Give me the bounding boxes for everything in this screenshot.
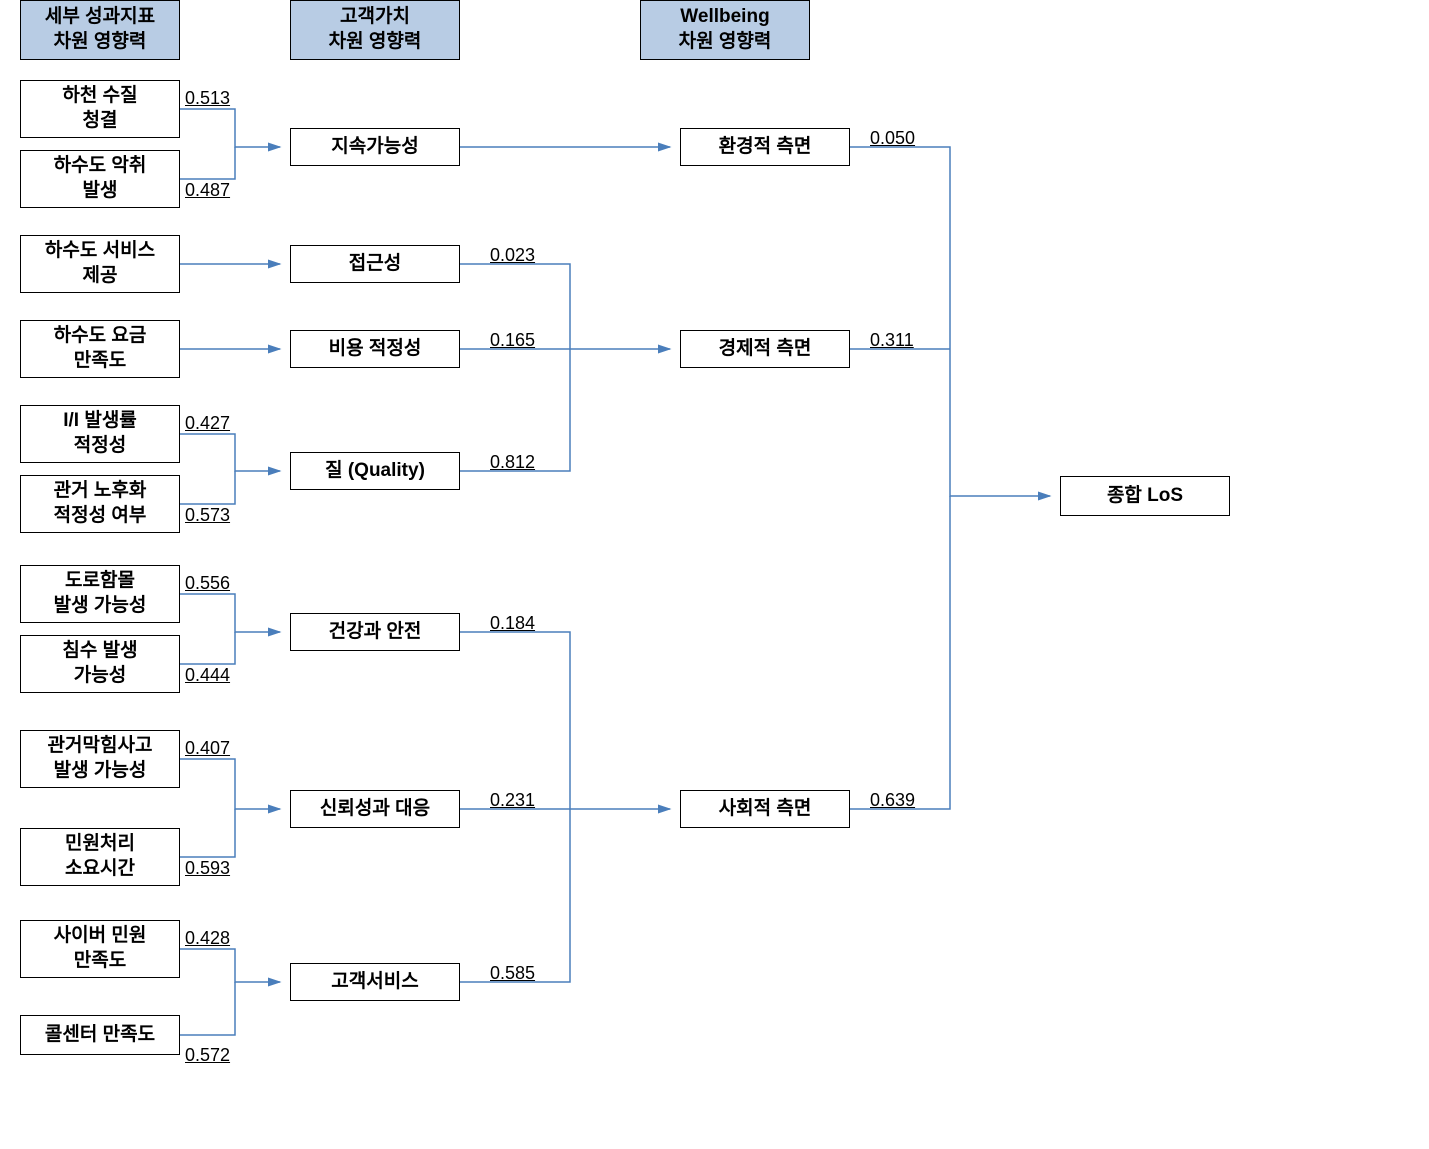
node-quality: 질 (Quality) xyxy=(290,452,460,490)
weight-n2: 0.487 xyxy=(185,180,230,201)
node-cyber-complaint: 사이버 민원 만족도 xyxy=(20,920,180,978)
weight-n6: 0.573 xyxy=(185,505,230,526)
weight-n10: 0.593 xyxy=(185,858,230,879)
node-river-quality: 하천 수질 청결 xyxy=(20,80,180,138)
node-customer-service: 고객서비스 xyxy=(290,963,460,1001)
node-economic: 경제적 측면 xyxy=(680,330,850,368)
node-health-safety: 건강과 안전 xyxy=(290,613,460,651)
weight-w1: 0.050 xyxy=(870,128,915,149)
weight-n12: 0.572 xyxy=(185,1045,230,1066)
weight-n1: 0.513 xyxy=(185,88,230,109)
weight-c6: 0.231 xyxy=(490,790,535,811)
weight-c3: 0.165 xyxy=(490,330,535,351)
node-callcenter: 콜센터 만족도 xyxy=(20,1015,180,1055)
weight-n9: 0.407 xyxy=(185,738,230,759)
weight-c2: 0.023 xyxy=(490,245,535,266)
weight-w2: 0.311 xyxy=(870,330,914,351)
weight-n5: 0.427 xyxy=(185,413,230,434)
header-detail: 세부 성과지표 차원 영향력 xyxy=(20,0,180,60)
node-environmental: 환경적 측면 xyxy=(680,128,850,166)
node-flood: 침수 발생 가능성 xyxy=(20,635,180,693)
weight-w3: 0.639 xyxy=(870,790,915,811)
weight-c5: 0.184 xyxy=(490,613,535,634)
weight-c7: 0.585 xyxy=(490,963,535,984)
node-sewer-odor: 하수도 악취 발생 xyxy=(20,150,180,208)
weight-c4: 0.812 xyxy=(490,452,535,473)
node-pipe-aging: 관거 노후화 적정성 여부 xyxy=(20,475,180,533)
node-pipe-block: 관거막힘사고 발생 가능성 xyxy=(20,730,180,788)
node-social: 사회적 측면 xyxy=(680,790,850,828)
weight-n11: 0.428 xyxy=(185,928,230,949)
node-ii-rate: I/I 발생률 적정성 xyxy=(20,405,180,463)
node-reliability: 신뢰성과 대응 xyxy=(290,790,460,828)
node-sewer-service: 하수도 서비스 제공 xyxy=(20,235,180,293)
weight-n8: 0.444 xyxy=(185,665,230,686)
node-sustainability: 지속가능성 xyxy=(290,128,460,166)
node-accessibility: 접근성 xyxy=(290,245,460,283)
weight-n7: 0.556 xyxy=(185,573,230,594)
node-total-los: 종합 LoS xyxy=(1060,476,1230,516)
node-cost: 비용 적정성 xyxy=(290,330,460,368)
header-wellbeing: Wellbeing 차원 영향력 xyxy=(640,0,810,60)
header-customer: 고객가치 차원 영향력 xyxy=(290,0,460,60)
node-sewer-fee: 하수도 요금 만족도 xyxy=(20,320,180,378)
node-road-collapse: 도로함몰 발생 가능성 xyxy=(20,565,180,623)
node-complaint-time: 민원처리 소요시간 xyxy=(20,828,180,886)
